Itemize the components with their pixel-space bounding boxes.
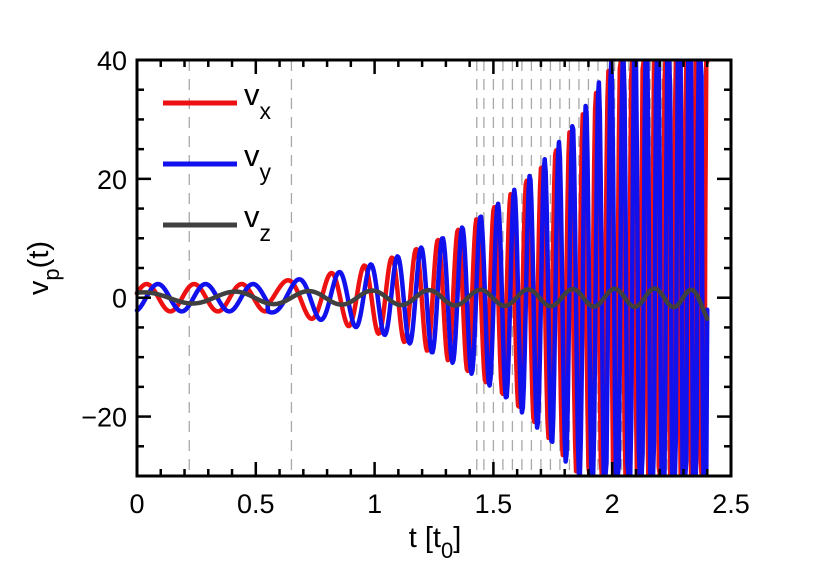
x-tick-label: 0 — [129, 489, 144, 519]
y-tick-label: 40 — [97, 46, 127, 76]
axes — [135, 58, 733, 478]
series-lines — [134, 59, 710, 477]
series-line — [134, 286, 710, 321]
legend-label: vz — [244, 199, 271, 246]
y-tick-label: 0 — [112, 284, 127, 314]
tick-labels: 0 0.5 1 1.5 2 2.5 −20 0 20 40 — [81, 46, 750, 519]
x-axis-label: t [t0] — [409, 522, 462, 563]
y-tick-label: 20 — [97, 165, 127, 195]
y-tick-label: −20 — [81, 403, 127, 433]
series-line — [134, 59, 710, 477]
x-tick-label: 0.5 — [237, 489, 275, 519]
legend: vx vy vz — [163, 77, 272, 246]
x-tick-label: 2.5 — [712, 489, 750, 519]
y-axis-label: vp(t) — [23, 241, 64, 295]
legend-label: vy — [244, 138, 272, 185]
x-tick-label: 1 — [367, 489, 382, 519]
legend-label: vx — [244, 77, 272, 124]
x-tick-label: 2 — [605, 489, 620, 519]
x-tick-label: 1.5 — [475, 489, 513, 519]
